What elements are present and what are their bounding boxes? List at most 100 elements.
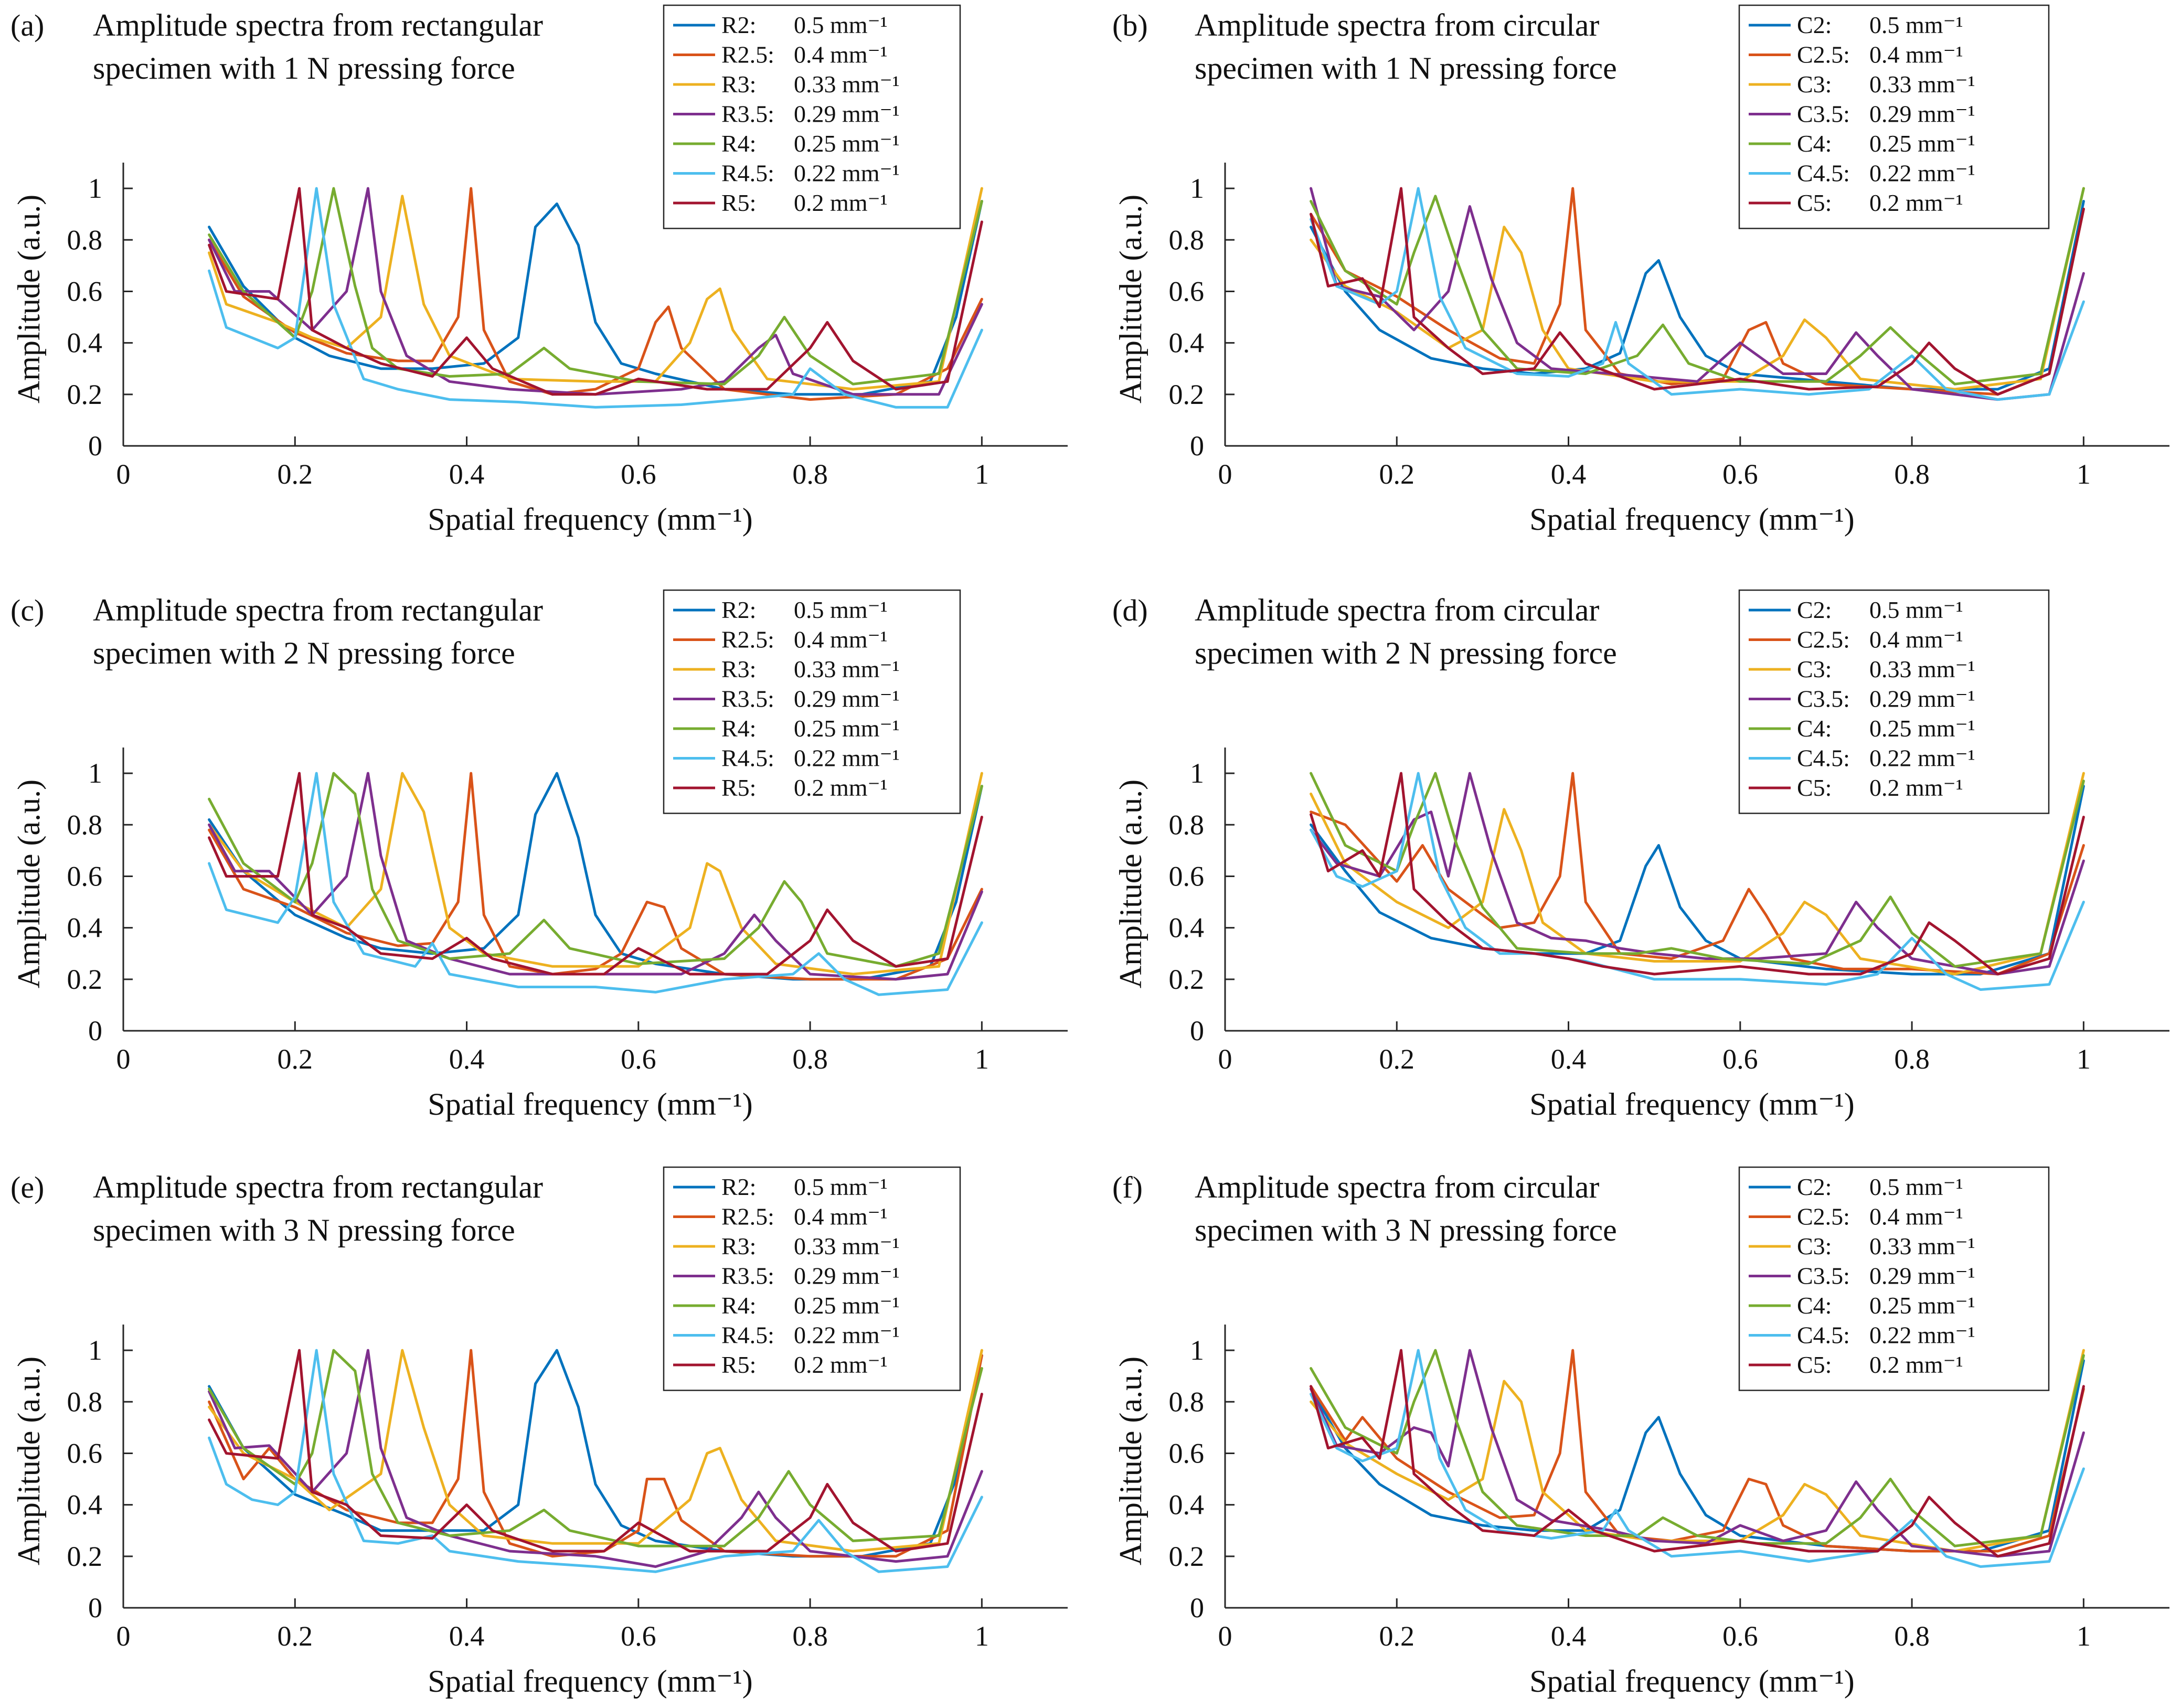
legend-series-name: C4.5: <box>1797 160 1850 187</box>
legend-series-name: C3.5: <box>1797 1263 1850 1289</box>
panel-e: (e) Amplitude spectra from rectangular spe… <box>10 1166 1068 1699</box>
series-lines <box>1310 1349 2085 1568</box>
legend-series-name: R4.5: <box>721 1322 774 1349</box>
legend: C2: 0.5 mm⁻¹ C2.5: 0.4 mm⁻¹ C3: 0.33 mm⁻¹ C3.5… <box>1738 589 2050 814</box>
legend-series-name: R4: <box>721 130 756 157</box>
legend-series-frequency: 0.2 mm⁻¹ <box>794 189 888 216</box>
x-tick-label: 0.8 <box>1894 1620 1930 1652</box>
legend-series-name: R3.5: <box>721 1263 774 1289</box>
x-tick-label: 0.6 <box>621 458 656 490</box>
legend-series-name: R5: <box>721 774 756 801</box>
legend-series-frequency: 0.22 mm⁻¹ <box>1869 745 1975 772</box>
x-tick-label: 0.4 <box>449 1043 485 1075</box>
x-axis-title: Spatial frequency (mm⁻¹) <box>1529 1664 1854 1699</box>
legend-series-frequency: 0.25 mm⁻¹ <box>794 130 900 157</box>
y-tick-label: 0 <box>1190 430 1204 462</box>
legend-series-name: R3: <box>721 1233 756 1259</box>
y-tick-label: 0.4 <box>67 327 103 359</box>
legend-series-frequency: 0.4 mm⁻¹ <box>794 41 888 68</box>
legend-series-frequency: 0.29 mm⁻¹ <box>794 101 900 127</box>
legend-series-frequency: 0.22 mm⁻¹ <box>794 745 900 772</box>
legend: R2: 0.5 mm⁻¹ R2.5: 0.4 mm⁻¹ R3: 0.33 mm⁻¹ R3.5… <box>663 1166 961 1391</box>
legend-series-frequency: 0.33 mm⁻¹ <box>794 1233 900 1259</box>
series-line <box>208 1349 983 1568</box>
legend-series-frequency: 0.5 mm⁻¹ <box>1869 596 1963 623</box>
panel-tag: (a) <box>10 8 44 42</box>
legend-series-name: C4.5: <box>1797 745 1850 772</box>
legend-series-name: C5: <box>1797 774 1832 801</box>
y-tick-label: 0.4 <box>67 912 103 944</box>
series-lines <box>1310 772 2085 991</box>
legend-series-frequency: 0.4 mm⁻¹ <box>794 1203 888 1230</box>
legend-series-frequency: 0.33 mm⁻¹ <box>794 656 900 682</box>
series-line <box>208 187 983 396</box>
legend-series-frequency: 0.29 mm⁻¹ <box>1869 101 1975 127</box>
legend-series-name: C5: <box>1797 189 1832 216</box>
legend-series-frequency: 0.25 mm⁻¹ <box>794 1292 900 1319</box>
series-line <box>208 187 983 391</box>
y-tick-label: 0.4 <box>1169 1489 1205 1521</box>
y-tick-label: 0.2 <box>67 1541 103 1572</box>
y-axis-title: Amplitude (a.u.) <box>12 195 46 403</box>
x-tick-label: 0.8 <box>792 458 828 490</box>
legend-series-name: C2.5: <box>1797 41 1850 68</box>
x-tick-label: 0.8 <box>792 1620 828 1652</box>
series-line <box>208 1349 983 1547</box>
panel-title-line: Amplitude spectra from circular <box>1195 593 1599 627</box>
panel-title-line: specimen with 2 N pressing force <box>1195 636 1617 670</box>
legend-series-name: R3.5: <box>721 101 774 127</box>
series-line <box>1310 785 2085 976</box>
y-tick-label: 0 <box>88 1592 102 1624</box>
y-tick-label: 0.2 <box>67 964 103 995</box>
x-tick-label: 1 <box>975 458 989 490</box>
legend-series-frequency: 0.29 mm⁻¹ <box>794 686 900 712</box>
legend-series-name: C2.5: <box>1797 1203 1850 1230</box>
legend-box <box>1738 1166 2050 1391</box>
x-tick-label: 1 <box>975 1620 989 1652</box>
y-tick-label: 0.8 <box>1169 1386 1205 1417</box>
y-tick-label: 0.8 <box>1169 809 1205 840</box>
legend-box <box>663 4 961 229</box>
legend-series-frequency: 0.29 mm⁻¹ <box>1869 1263 1975 1289</box>
legend-series-frequency: 0.29 mm⁻¹ <box>1869 686 1975 712</box>
y-tick-label: 1 <box>88 1335 102 1366</box>
series-line <box>208 187 983 386</box>
legend-series-frequency: 0.2 mm⁻¹ <box>794 774 888 801</box>
x-tick-label: 1 <box>975 1043 989 1075</box>
legend-series-name: R2: <box>721 596 756 623</box>
y-tick-label: 0.8 <box>67 809 103 840</box>
panel-tag: (d) <box>1112 593 1148 627</box>
legend-series-name: C4.5: <box>1797 1322 1850 1349</box>
legend-series-frequency: 0.5 mm⁻¹ <box>1869 12 1963 38</box>
legend-series-name: R2.5: <box>721 626 774 653</box>
panel-title-line: Amplitude spectra from circular <box>1195 1170 1599 1204</box>
x-tick-label: 0 <box>1218 1043 1232 1075</box>
x-tick-label: 0 <box>1218 458 1232 490</box>
y-tick-label: 0 <box>88 1015 102 1047</box>
y-tick-label: 0.6 <box>67 1437 103 1469</box>
panel-tag: (f) <box>1112 1170 1143 1204</box>
legend-series-name: C4: <box>1797 1292 1832 1319</box>
y-tick-label: 0 <box>1190 1015 1204 1047</box>
series-line <box>1310 1349 2085 1568</box>
x-tick-label: 0.6 <box>621 1043 656 1075</box>
legend-series-name: R2.5: <box>721 41 774 68</box>
legend-series-frequency: 0.2 mm⁻¹ <box>1869 1351 1963 1378</box>
legend-series-name: C4: <box>1797 130 1832 157</box>
legend-series-frequency: 0.2 mm⁻¹ <box>1869 189 1963 216</box>
legend-series-frequency: 0.5 mm⁻¹ <box>794 12 888 38</box>
legend-series-frequency: 0.4 mm⁻¹ <box>1869 1203 1963 1230</box>
series-line <box>208 1349 983 1573</box>
legend-series-name: R4: <box>721 715 756 742</box>
panel-b: (b) Amplitude spectra from circular specim… <box>1112 4 2169 537</box>
legend-series-frequency: 0.4 mm⁻¹ <box>1869 626 1963 653</box>
legend-series-frequency: 0.25 mm⁻¹ <box>1869 715 1975 742</box>
x-tick-label: 0.6 <box>1722 458 1758 490</box>
panel-title-line: Amplitude spectra from rectangular <box>93 1170 543 1204</box>
x-tick-label: 1 <box>2077 1043 2091 1075</box>
legend-series-name: C3: <box>1797 1233 1832 1259</box>
series-lines <box>208 187 983 409</box>
legend-series-frequency: 0.5 mm⁻¹ <box>794 1173 888 1200</box>
legend-series-name: R5: <box>721 1351 756 1378</box>
series-line <box>1310 187 2085 401</box>
